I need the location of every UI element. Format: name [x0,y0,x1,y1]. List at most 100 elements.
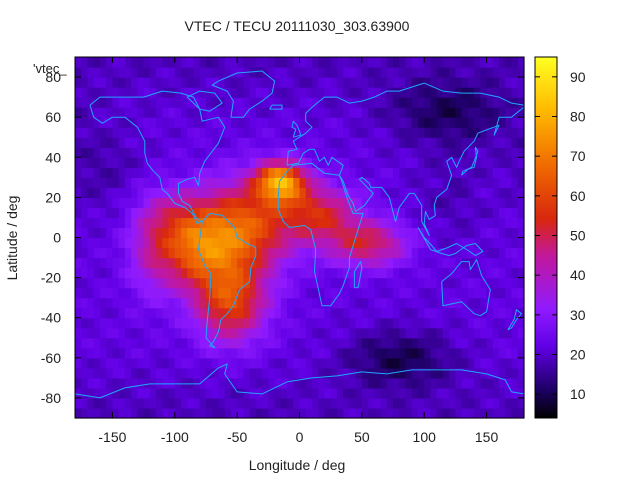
heat-cell [511,177,519,188]
heat-cell [187,367,195,379]
heat-cell [262,377,269,389]
heat-cell [299,317,307,329]
heat-cell [174,307,182,319]
heat-cell [505,57,513,68]
heat-cell [224,97,232,108]
heat-cell [237,107,244,118]
heat-cell [249,357,257,369]
heat-cell [249,347,257,359]
heat-cell [405,87,413,98]
heat-cell [243,77,251,88]
heat-cell [305,207,313,219]
heat-cell [224,107,232,118]
heat-cell [430,107,438,118]
heat-cell [112,237,120,249]
heat-cell [274,347,282,359]
y-axis-label: Latitude / deg [4,196,20,281]
heat-cell [336,387,344,399]
heat-cell [75,207,82,219]
heat-cell [480,207,488,219]
heat-cell [249,117,257,128]
heat-cell [75,297,82,309]
heat-cell [268,407,276,419]
heat-cell [280,77,288,88]
heat-cell [343,237,350,249]
heat-cell [442,197,450,209]
heat-cell [255,337,263,349]
heat-cell [436,347,444,359]
heat-cell [486,337,494,349]
heat-cell [405,337,413,349]
heat-cell [505,397,513,409]
heat-cell [330,357,338,369]
heat-cell [149,87,157,98]
heat-cell [368,117,375,128]
heat-cell [87,207,95,219]
heat-cell [93,227,101,239]
heat-cell [174,117,182,128]
heat-cell [124,287,132,299]
heat-cell [224,367,232,379]
heat-cell [349,147,357,158]
heat-cell [411,127,419,138]
heat-cell [486,317,494,329]
heat-cell [455,217,463,229]
heat-cell [467,67,475,78]
heat-cell [393,297,400,309]
heat-cell [193,67,201,78]
heat-cell [336,77,344,88]
heat-cell [374,127,382,138]
heat-cell [137,277,145,289]
heat-cell [318,327,326,339]
heat-cell [143,267,151,279]
heat-cell [106,227,114,239]
heat-cell [436,117,444,128]
heat-cell [218,247,226,259]
heat-cell [193,137,201,148]
heat-cell [230,197,238,209]
heat-cell [349,267,357,279]
heat-cell [218,137,226,148]
heat-cell [311,197,319,209]
heat-cell [343,267,350,279]
heat-cell [417,307,425,319]
heat-cell [424,67,432,78]
heat-cell [143,117,151,128]
heat-cell [199,217,207,229]
heat-cell [118,367,126,379]
heat-cell [349,297,357,309]
heat-cell [336,207,344,219]
heat-cell [168,227,176,239]
y-tick-label: 0 [53,230,61,246]
heat-cell [218,77,226,88]
heat-cell [205,357,213,369]
heat-cell [149,387,157,399]
heat-cell [449,367,457,379]
heat-cell [87,217,95,229]
heat-cell [374,307,382,319]
heat-cell [336,197,344,209]
heat-cell [492,397,500,409]
heat-cell [455,147,463,158]
heat-cell [212,187,220,198]
heat-cell [93,397,101,409]
heat-cell [106,207,114,219]
heat-cell [112,97,120,108]
heat-cell [336,57,344,68]
heat-cell [280,247,288,259]
heat-cell [393,57,400,68]
heat-cell [424,337,432,349]
heat-cell [442,287,450,299]
heat-cell [99,287,107,299]
heat-cell [287,97,294,108]
heat-cell [411,177,419,188]
heat-cell [511,337,519,349]
heat-cell [118,147,126,158]
heat-cell [193,57,201,68]
heat-cell [461,397,469,409]
heat-cell [274,117,282,128]
heat-cell [411,307,419,319]
heat-cell [336,307,344,319]
heat-cell [511,387,519,399]
heat-cell [87,187,95,198]
